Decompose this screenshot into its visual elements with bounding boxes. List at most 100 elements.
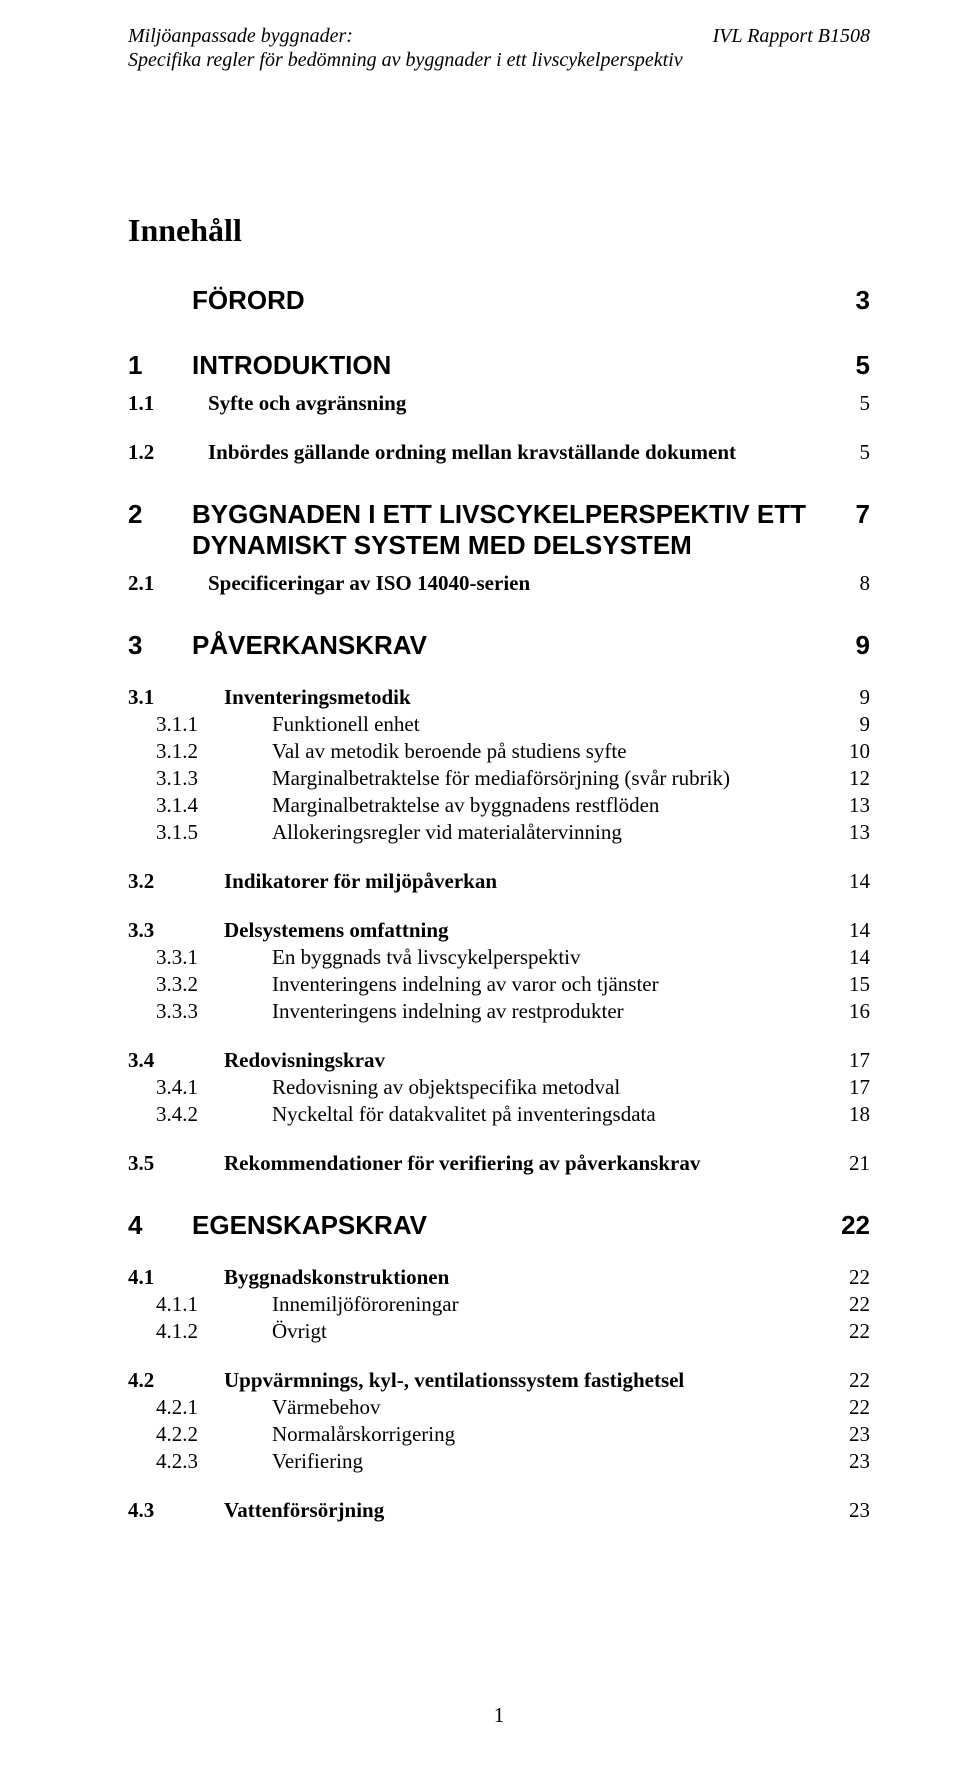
- toc-entry-page: 9: [860, 685, 871, 710]
- toc-entry-number: 4.2: [128, 1368, 224, 1393]
- toc-entry-page: 22: [849, 1395, 870, 1420]
- toc-entry: 2BYGGNADEN I ETT LIVSCYKELPERSPEKTIV ETT…: [128, 499, 870, 561]
- toc-entry-label: Funktionell enhet: [272, 712, 860, 737]
- toc-entry-page: 22: [841, 1210, 870, 1241]
- toc-entry-page: 21: [849, 1151, 870, 1176]
- toc-entry-label: Verifiering: [272, 1449, 849, 1474]
- toc-entry-label: Inbördes gällande ordning mellan kravstä…: [208, 440, 860, 465]
- toc-entry-page: 14: [849, 869, 870, 894]
- toc-entry: 4.1Byggnadskonstruktionen22: [128, 1265, 870, 1290]
- toc-entry: 4EGENSKAPSKRAV22: [128, 1210, 870, 1241]
- toc-entry-label: INTRODUKTION: [192, 350, 856, 381]
- toc-entry-page: 16: [849, 999, 870, 1024]
- toc-entry-number: 3.1.4: [156, 793, 272, 818]
- toc-entry-page: 22: [849, 1265, 870, 1290]
- toc-entry-page: 9: [860, 712, 871, 737]
- toc-entry-number: 3.5: [128, 1151, 224, 1176]
- toc-entry: 3.3.3Inventeringens indelning av restpro…: [128, 999, 870, 1024]
- toc-entry-page: 13: [849, 820, 870, 845]
- header-right: IVL Rapport B1508: [713, 24, 870, 72]
- toc-entry-number: 2.1: [128, 571, 208, 596]
- toc-entry-page: 22: [849, 1292, 870, 1317]
- toc-entry-number: 3.4: [128, 1048, 224, 1073]
- toc-entry-page: 15: [849, 972, 870, 997]
- toc-entry-label: Inventeringens indelning av varor och tj…: [272, 972, 849, 997]
- toc-entry-number: 4.1.1: [156, 1292, 272, 1317]
- toc-entry-page: 17: [849, 1075, 870, 1100]
- toc-entry-label: Redovisningskrav: [224, 1048, 849, 1073]
- toc-entry-number: 3.1.2: [156, 739, 272, 764]
- toc-entry-number: 1.2: [128, 440, 208, 465]
- toc-entry-number: 1: [128, 350, 192, 381]
- toc-entry-number: 3: [128, 630, 192, 661]
- toc-entry: 3.1.4Marginalbetraktelse av byggnadens r…: [128, 793, 870, 818]
- toc-entry: 3.3.1En byggnads två livscykelperspektiv…: [128, 945, 870, 970]
- toc-entry-label: Nyckeltal för datakvalitet på inventerin…: [272, 1102, 849, 1127]
- toc-entry-number: 2: [128, 499, 192, 530]
- toc-entry-number: 1.1: [128, 391, 208, 416]
- toc-entry-label: FÖRORD: [192, 285, 856, 316]
- toc-entry: 3.4.1Redovisning av objektspecifika meto…: [128, 1075, 870, 1100]
- toc-entry: 3PÅVERKANSKRAV9: [128, 630, 870, 661]
- toc-entry-number: 3.3: [128, 918, 224, 943]
- toc-entry-label: Normalårskorrigering: [272, 1422, 849, 1447]
- toc-entry-number: 4.3: [128, 1498, 224, 1523]
- toc-entry-page: 12: [849, 766, 870, 791]
- toc-entry-label: Övrigt: [272, 1319, 849, 1344]
- toc-entry: 3.4Redovisningskrav17: [128, 1048, 870, 1073]
- toc-entry-label: En byggnads två livscykelperspektiv: [272, 945, 849, 970]
- toc-entry-number: 3.2: [128, 869, 224, 894]
- toc-entry-number: 3.4.1: [156, 1075, 272, 1100]
- toc-entry-number: 4.1: [128, 1265, 224, 1290]
- toc-entry: 3.1.1Funktionell enhet9: [128, 712, 870, 737]
- toc-entry: 3.2Indikatorer för miljöpåverkan14: [128, 869, 870, 894]
- toc-entry-page: 5: [856, 350, 870, 381]
- toc-entry-page: 13: [849, 793, 870, 818]
- toc-entry-label: Val av metodik beroende på studiens syft…: [272, 739, 849, 764]
- toc-entry: 3.5Rekommendationer för verifiering av p…: [128, 1151, 870, 1176]
- toc-entry-label: Innemiljöföroreningar: [272, 1292, 849, 1317]
- toc-entry: 4.1.1Innemiljöföroreningar22: [128, 1292, 870, 1317]
- toc-entry-number: 4.2.2: [156, 1422, 272, 1447]
- toc-entry-label: Delsystemens omfattning: [224, 918, 849, 943]
- toc-entry-page: 23: [849, 1422, 870, 1447]
- toc-entry: 1.2Inbördes gällande ordning mellan krav…: [128, 440, 870, 465]
- toc-entry-number: 3.1: [128, 685, 224, 710]
- toc-entry-page: 9: [856, 630, 870, 661]
- toc-entry: 3.1.2Val av metodik beroende på studiens…: [128, 739, 870, 764]
- toc-entry-number: 3.3.1: [156, 945, 272, 970]
- toc-entry-page: 7: [856, 499, 870, 530]
- toc-entry-page: 14: [849, 945, 870, 970]
- toc-entry-label: Inventeringens indelning av restprodukte…: [272, 999, 849, 1024]
- toc-entry-number: 3.3.3: [156, 999, 272, 1024]
- toc-entry: 4.3Vattenförsörjning23: [128, 1498, 870, 1523]
- page-header: Miljöanpassade byggnader: Specifika regl…: [128, 24, 870, 72]
- toc-entry-page: 23: [849, 1449, 870, 1474]
- toc-entry: 3.3.2Inventeringens indelning av varor o…: [128, 972, 870, 997]
- toc-entry-label: Syfte och avgränsning: [208, 391, 860, 416]
- document-page: Miljöanpassade byggnader: Specifika regl…: [0, 0, 960, 1768]
- toc-entry-number: 4.1.2: [156, 1319, 272, 1344]
- toc-entry: 3.1.3Marginalbetraktelse för mediaförsör…: [128, 766, 870, 791]
- toc-entry-page: 3: [856, 285, 870, 316]
- toc-entry: 3.1Inventeringsmetodik9: [128, 685, 870, 710]
- toc-entry-number: 3.1.5: [156, 820, 272, 845]
- header-left: Miljöanpassade byggnader: Specifika regl…: [128, 24, 683, 72]
- toc-entry-number: 3.1.1: [156, 712, 272, 737]
- toc-entry-page: 17: [849, 1048, 870, 1073]
- toc-entry-page: 22: [849, 1368, 870, 1393]
- toc-entry: 4.2.1Värmebehov22: [128, 1395, 870, 1420]
- toc-entry-label: PÅVERKANSKRAV: [192, 630, 856, 661]
- toc-entry-label: Redovisning av objektspecifika metodval: [272, 1075, 849, 1100]
- toc-entry-label: EGENSKAPSKRAV: [192, 1210, 841, 1241]
- page-footer: 1: [128, 1703, 870, 1728]
- toc-entry-number: 3.3.2: [156, 972, 272, 997]
- toc-entry: 4.2.2Normalårskorrigering23: [128, 1422, 870, 1447]
- toc-entry-label: Allokeringsregler vid materialåtervinnin…: [272, 820, 849, 845]
- toc-entry-page: 23: [849, 1498, 870, 1523]
- table-of-contents: FÖRORD31INTRODUKTION51.1Syfte och avgrän…: [128, 285, 870, 1523]
- toc-entry: 3.3Delsystemens omfattning14: [128, 918, 870, 943]
- toc-entry-number: 4.2.3: [156, 1449, 272, 1474]
- header-title-line1: Miljöanpassade byggnader:: [128, 24, 683, 48]
- toc-entry: 2.1Specificeringar av ISO 14040-serien8: [128, 571, 870, 596]
